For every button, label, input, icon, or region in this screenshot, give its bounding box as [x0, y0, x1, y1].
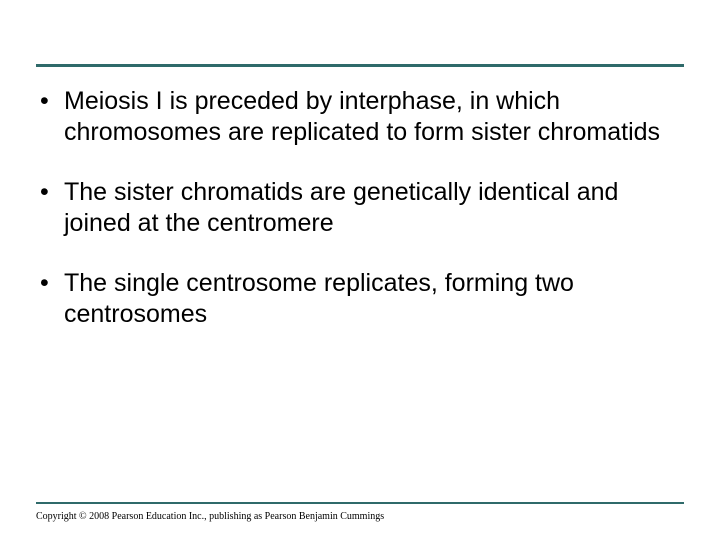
bullet-icon: •: [36, 268, 64, 299]
bullet-text: The sister chromatids are genetically id…: [64, 177, 670, 238]
top-divider: [36, 64, 684, 67]
copyright-text: Copyright © 2008 Pearson Education Inc.,…: [36, 511, 384, 522]
bullet-list: • Meiosis I is preceded by interphase, i…: [36, 86, 670, 359]
bullet-text: The single centrosome replicates, formin…: [64, 268, 670, 329]
slide: • Meiosis I is preceded by interphase, i…: [0, 0, 720, 540]
list-item: • Meiosis I is preceded by interphase, i…: [36, 86, 670, 147]
bullet-text: Meiosis I is preceded by interphase, in …: [64, 86, 670, 147]
bullet-icon: •: [36, 86, 64, 117]
list-item: • The single centrosome replicates, form…: [36, 268, 670, 329]
bullet-icon: •: [36, 177, 64, 208]
list-item: • The sister chromatids are genetically …: [36, 177, 670, 238]
bottom-divider: [36, 502, 684, 504]
